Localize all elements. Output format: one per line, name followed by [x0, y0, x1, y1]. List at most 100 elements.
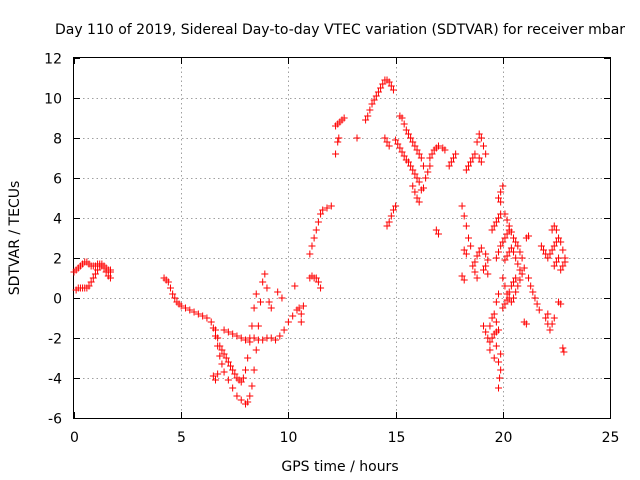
data-point: [265, 298, 273, 306]
data-point: [366, 106, 374, 114]
data-point: [424, 168, 432, 176]
data-point: [383, 222, 391, 230]
data-point: [522, 320, 530, 328]
data-point: [477, 134, 485, 142]
data-point: [495, 326, 503, 334]
data-point: [259, 278, 267, 286]
data-point: [432, 226, 440, 234]
data-point: [323, 204, 331, 212]
data-point: [332, 150, 340, 158]
data-point: [447, 158, 455, 166]
data-point: [244, 354, 252, 362]
data-point: [259, 336, 267, 344]
data-point: [458, 272, 466, 280]
data-point: [480, 142, 488, 150]
data-point: [169, 290, 177, 298]
data-point: [370, 96, 378, 104]
data-point: [492, 218, 500, 226]
data-point: [499, 182, 507, 190]
data-point: [229, 366, 237, 374]
data-point: [224, 358, 232, 366]
data-point: [488, 334, 496, 342]
data-point: [419, 162, 427, 170]
y-tick-label: -4: [48, 372, 62, 388]
data-point: [499, 274, 507, 282]
data-point: [546, 326, 554, 334]
data-point: [87, 278, 95, 286]
data-point: [194, 310, 202, 318]
data-point: [510, 234, 518, 242]
data-point: [254, 322, 262, 330]
data-point: [492, 254, 500, 262]
data-point: [486, 346, 494, 354]
data-point: [317, 210, 325, 218]
data-point: [434, 230, 442, 238]
data-point: [492, 298, 500, 306]
data-point: [353, 134, 361, 142]
data-point: [555, 234, 563, 242]
data-point: [475, 154, 483, 162]
data-point: [409, 166, 417, 174]
data-point: [422, 174, 430, 182]
data-point: [252, 346, 260, 354]
data-point: [237, 334, 245, 342]
data-point: [497, 198, 505, 206]
data-point: [389, 86, 397, 94]
data-point: [486, 338, 494, 346]
data-point: [514, 282, 522, 290]
data-point: [242, 366, 250, 374]
data-point: [531, 294, 539, 302]
data-point: [106, 274, 114, 282]
data-point: [411, 142, 419, 150]
data-point: [475, 130, 483, 138]
data-point: [486, 322, 494, 330]
data-point: [482, 250, 490, 258]
data-point: [409, 138, 417, 146]
data-point: [186, 306, 194, 314]
data-point: [398, 114, 406, 122]
data-point: [224, 376, 232, 384]
data-point: [385, 142, 393, 150]
data-point: [218, 346, 226, 354]
data-point: [177, 302, 185, 310]
chart-title: Day 110 of 2019, Sidereal Day-to-day VTE…: [55, 22, 625, 38]
data-point: [392, 136, 400, 144]
data-point: [415, 150, 423, 158]
data-point: [490, 310, 498, 318]
data-point: [477, 244, 485, 252]
data-point: [102, 268, 110, 276]
data-point: [546, 250, 554, 258]
data-point: [510, 248, 518, 256]
y-tick-label: 8: [53, 132, 62, 148]
data-point: [557, 266, 565, 274]
data-point: [548, 246, 556, 254]
data-point: [413, 174, 421, 182]
data-point: [297, 318, 305, 326]
data-point: [501, 210, 509, 218]
data-point: [289, 312, 297, 320]
data-point: [552, 226, 560, 234]
data-point: [411, 188, 419, 196]
data-point: [533, 300, 541, 308]
data-point: [280, 326, 288, 334]
data-point: [229, 384, 237, 392]
data-point: [540, 246, 548, 254]
plot-frame: [73, 57, 611, 419]
data-point: [407, 162, 415, 170]
data-point: [244, 398, 252, 406]
data-point: [452, 150, 460, 158]
data-point: [495, 290, 503, 298]
data-point: [250, 334, 258, 342]
data-point: [400, 120, 408, 128]
data-point: [199, 312, 207, 320]
data-point: [428, 150, 436, 158]
data-point: [471, 268, 479, 276]
data-point: [464, 162, 472, 170]
data-point: [233, 332, 241, 340]
data-point: [557, 238, 565, 246]
data-point: [106, 266, 114, 274]
data-point: [501, 300, 509, 308]
data-point: [222, 354, 230, 362]
y-tick-label: -6: [48, 412, 62, 428]
data-point: [497, 366, 505, 374]
